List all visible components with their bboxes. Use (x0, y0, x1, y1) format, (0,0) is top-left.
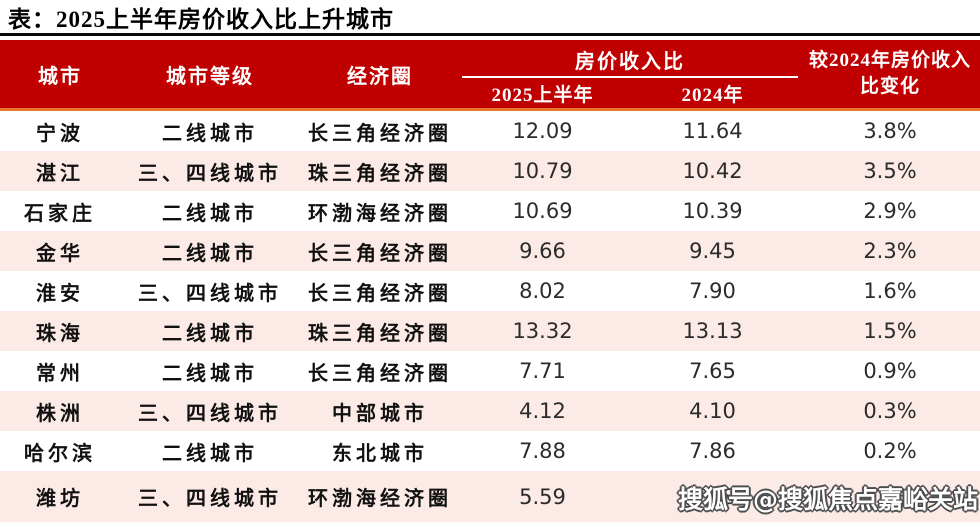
cell-change: 0.2% (863, 439, 917, 463)
col-header-circle: 经济圈 (347, 65, 413, 88)
cell-circle: 长三角经济圈 (308, 362, 452, 385)
cell-ratio-2024: 5.58 (689, 484, 736, 509)
cell-circle: 珠三角经济圈 (308, 322, 452, 345)
cell-ratio-2025h1: 4.12 (519, 399, 566, 423)
ratio-subheaders: 2025上半年 2024年 (460, 78, 800, 108)
table-row: 淮安 三、四线城市 长三角经济圈 8.02 7.90 1.6% (0, 271, 980, 311)
cell-ratio-2025h1: 7.88 (519, 439, 566, 463)
cell-ratio-2025h1: 10.79 (512, 159, 573, 183)
cell-tier: 二线城市 (162, 362, 258, 385)
cell-ratio-2024: 7.86 (689, 439, 736, 463)
cell-ratio-2024: 13.13 (682, 319, 743, 343)
cell-circle: 长三角经济圈 (308, 242, 452, 265)
cell-circle: 环渤海经济圈 (308, 202, 452, 225)
cell-tier: 二线城市 (162, 202, 258, 225)
cell-change: 0.9% (863, 359, 917, 383)
cell-ratio-2025h1: 10.69 (512, 199, 573, 223)
cell-city: 石家庄 (24, 202, 96, 225)
col-header-change-line2: 比变化 (859, 76, 920, 97)
col-header-tier: 城市等级 (166, 65, 254, 88)
cell-tier: 三、四线城市 (138, 488, 282, 510)
cell-circle: 东北城市 (332, 442, 428, 465)
cell-tier: 三、四线城市 (138, 162, 282, 185)
cell-change: 2.3% (863, 239, 917, 263)
cell-city: 株洲 (36, 402, 84, 425)
cell-ratio-2025h1: 9.66 (519, 239, 566, 263)
cell-circle: 长三角经济圈 (308, 282, 452, 305)
title-bar: 表：2025上半年房价收入比上升城市 (0, 0, 980, 33)
cell-city: 常州 (36, 362, 84, 385)
cell-change: 1.6% (863, 279, 917, 303)
ratio-group-label: 房价收入比 (575, 50, 685, 73)
cell-tier: 二线城市 (162, 442, 258, 465)
table-body: 宁波 二线城市 长三角经济圈 12.09 11.64 3.8% 湛江 三、四线城… (0, 111, 980, 522)
cell-change: 0.2% (863, 484, 917, 509)
cell-tier: 二线城市 (162, 242, 258, 265)
title-divider-line (0, 33, 980, 36)
table-row: 潍坊 三、四线城市 环渤海经济圈 5.59 5.58 0.2% (0, 471, 980, 522)
cell-circle: 环渤海经济圈 (308, 488, 452, 510)
cell-ratio-2025h1: 5.59 (519, 484, 566, 509)
cell-ratio-2024: 7.65 (689, 359, 736, 383)
cell-city: 珠海 (36, 322, 84, 345)
cell-city: 宁波 (36, 122, 84, 145)
cell-tier: 三、四线城市 (138, 282, 282, 305)
cell-change: 0.3% (863, 399, 917, 423)
table-row: 常州 二线城市 长三角经济圈 7.71 7.65 0.9% (0, 351, 980, 391)
cell-city: 潍坊 (36, 488, 84, 510)
cell-ratio-2025h1: 7.71 (519, 359, 566, 383)
cell-ratio-2025h1: 8.02 (519, 279, 566, 303)
cell-ratio-2024: 9.45 (689, 239, 736, 263)
cell-change: 2.9% (863, 199, 917, 223)
cell-city: 哈尔滨 (24, 442, 96, 465)
cell-circle: 长三角经济圈 (308, 122, 452, 145)
table-row: 金华 二线城市 长三角经济圈 9.66 9.45 2.3% (0, 231, 980, 271)
col-header-2024: 2024年 (681, 84, 744, 106)
cell-city: 金华 (36, 242, 84, 265)
data-table: 城市 城市等级 经济圈 房价收入比 2025上半年 2024年 较2024年房价… (0, 40, 980, 522)
cell-tier: 三、四线城市 (138, 402, 282, 425)
cell-ratio-2024: 10.39 (682, 199, 743, 223)
watermark: 搜狐号@搜狐焦点嘉峪关站 (677, 485, 978, 514)
cell-tier: 二线城市 (162, 122, 258, 145)
table-header: 城市 城市等级 经济圈 房价收入比 2025上半年 2024年 较2024年房价… (0, 40, 980, 108)
col-header-city: 城市 (38, 65, 82, 88)
ratio-group-underline (462, 76, 798, 78)
cell-change: 1.5% (863, 319, 917, 343)
col-header-2025h1: 2025上半年 (491, 84, 594, 106)
cell-circle: 珠三角经济圈 (308, 162, 452, 185)
cell-ratio-2025h1: 13.32 (512, 319, 573, 343)
cell-ratio-2024: 11.64 (682, 119, 743, 143)
cell-change: 3.8% (863, 119, 917, 143)
col-header-change-line1: 较2024年房价收入 (808, 50, 971, 71)
table-row: 湛江 三、四线城市 珠三角经济圈 10.79 10.42 3.5% (0, 151, 980, 191)
cell-circle: 中部城市 (332, 402, 428, 425)
table-row: 珠海 二线城市 珠三角经济圈 13.32 13.13 1.5% (0, 311, 980, 351)
cell-city: 淮安 (36, 282, 84, 305)
col-header-change: 较2024年房价收入 比变化 (800, 40, 980, 108)
table-row: 株洲 三、四线城市 中部城市 4.12 4.10 0.3% (0, 391, 980, 431)
cell-ratio-2024: 7.90 (689, 279, 736, 303)
header-accent-line (0, 108, 980, 111)
col-group-ratio: 房价收入比 2025上半年 2024年 (460, 40, 800, 108)
table-row: 石家庄 二线城市 环渤海经济圈 10.69 10.39 2.9% (0, 191, 980, 231)
cell-city: 湛江 (36, 162, 84, 185)
figure-title: 表：2025上半年房价收入比上升城市 (8, 6, 394, 32)
cell-ratio-2025h1: 12.09 (512, 119, 573, 143)
table-row: 宁波 二线城市 长三角经济圈 12.09 11.64 3.8% (0, 111, 980, 151)
cell-change: 3.5% (863, 159, 917, 183)
header-gap (0, 36, 980, 40)
cell-ratio-2024: 10.42 (682, 159, 743, 183)
table-row: 哈尔滨 二线城市 东北城市 7.88 7.86 0.2% (0, 431, 980, 471)
cell-tier: 二线城市 (162, 322, 258, 345)
cell-ratio-2024: 4.10 (689, 399, 736, 423)
